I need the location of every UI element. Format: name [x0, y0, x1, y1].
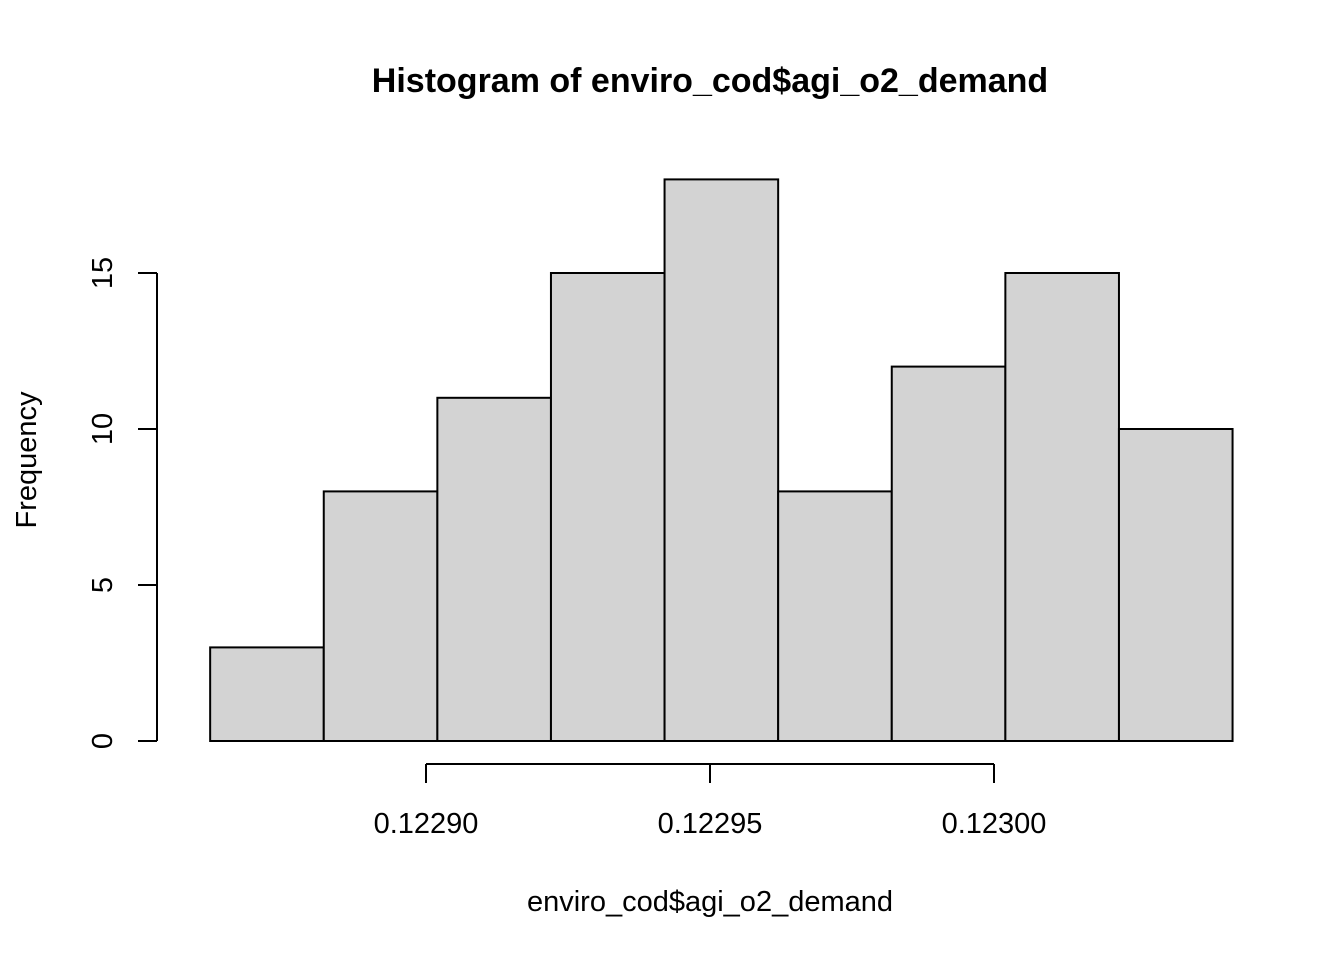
x-tick-label: 0.12295	[658, 808, 763, 840]
y-tick-label: 0	[87, 733, 119, 749]
histogram-bar-9	[1117, 428, 1234, 742]
histogram-bar-8	[1004, 272, 1120, 742]
y-tick-label: 15	[87, 257, 119, 289]
histogram-bar-7	[890, 365, 1007, 742]
x-tick-label: 0.12300	[942, 808, 1047, 840]
bars-group	[209, 178, 1234, 743]
histogram-bar-6	[777, 490, 893, 742]
histogram-bar-5	[663, 178, 780, 742]
histogram-bar-4	[549, 272, 666, 742]
histogram-bar-2	[322, 490, 439, 742]
y-tick-label: 5	[87, 577, 119, 593]
x-axis-label: enviro_cod$agi_o2_demand	[527, 886, 893, 918]
y-tick-label: 10	[87, 413, 119, 445]
y-axis-label: Frequency	[11, 391, 43, 529]
x-axis: 0.12290 0.12295 0.12300	[374, 763, 1047, 840]
histogram-bar-3	[436, 396, 552, 742]
chart-title: Histogram of enviro_cod$agi_o2_demand	[372, 62, 1048, 100]
histogram-bar-1	[209, 646, 325, 743]
y-axis: 0 5 10 15	[87, 257, 158, 749]
x-tick-label: 0.12290	[374, 808, 479, 840]
